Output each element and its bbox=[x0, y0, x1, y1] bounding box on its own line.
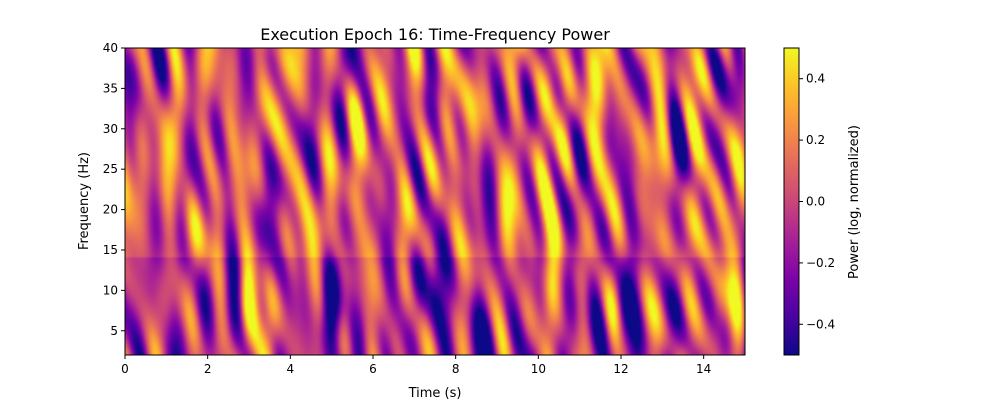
colorbar-tick-label: 0.0 bbox=[806, 195, 825, 209]
colorbar-tick-label: −0.2 bbox=[806, 256, 835, 270]
colorbar-label: Power (log, normalized) bbox=[847, 125, 862, 279]
y-axis: 5 10 15 20 25 30 35 40 bbox=[103, 41, 125, 338]
x-tick-label: 2 bbox=[204, 362, 212, 376]
x-axis-label: Time (s) bbox=[408, 386, 462, 400]
colorbar-gradient bbox=[783, 47, 800, 356]
colorbar-ticks: −0.4 −0.2 0.0 0.2 0.4 bbox=[799, 72, 835, 331]
plot-frame bbox=[124, 47, 746, 356]
y-tick-label: 25 bbox=[103, 162, 118, 176]
x-tick-label: 12 bbox=[613, 362, 628, 376]
y-tick-label: 20 bbox=[103, 203, 118, 217]
colorbar-tick-label: 0.4 bbox=[806, 72, 825, 86]
x-tick-label: 14 bbox=[696, 362, 711, 376]
x-tick-label: 6 bbox=[369, 362, 377, 376]
y-tick-label: 35 bbox=[103, 81, 118, 95]
y-tick-label: 10 bbox=[103, 283, 118, 297]
x-tick-label: 0 bbox=[121, 362, 129, 376]
y-tick-label: 40 bbox=[103, 41, 118, 55]
colorbar: −0.4 −0.2 0.0 0.2 0.4 Power (log, normalized… bbox=[783, 47, 862, 356]
y-tick-label: 30 bbox=[103, 122, 118, 136]
colorbar-tick-label: −0.4 bbox=[806, 317, 835, 331]
y-axis-label: Frequency (Hz) bbox=[77, 152, 92, 250]
y-tick-label: 15 bbox=[103, 243, 118, 257]
colorbar-tick-label: 0.2 bbox=[806, 133, 825, 147]
x-tick-label: 4 bbox=[287, 362, 295, 376]
x-tick-label: 10 bbox=[531, 362, 546, 376]
x-axis: 0 2 4 6 8 10 12 14 bbox=[121, 355, 711, 376]
chart-title: Execution Epoch 16: Time-Frequency Power bbox=[260, 25, 610, 44]
heatmap-image bbox=[125, 48, 745, 355]
y-tick-label: 5 bbox=[110, 324, 118, 338]
x-tick-label: 8 bbox=[452, 362, 460, 376]
heatmap-plot-area bbox=[124, 47, 746, 356]
